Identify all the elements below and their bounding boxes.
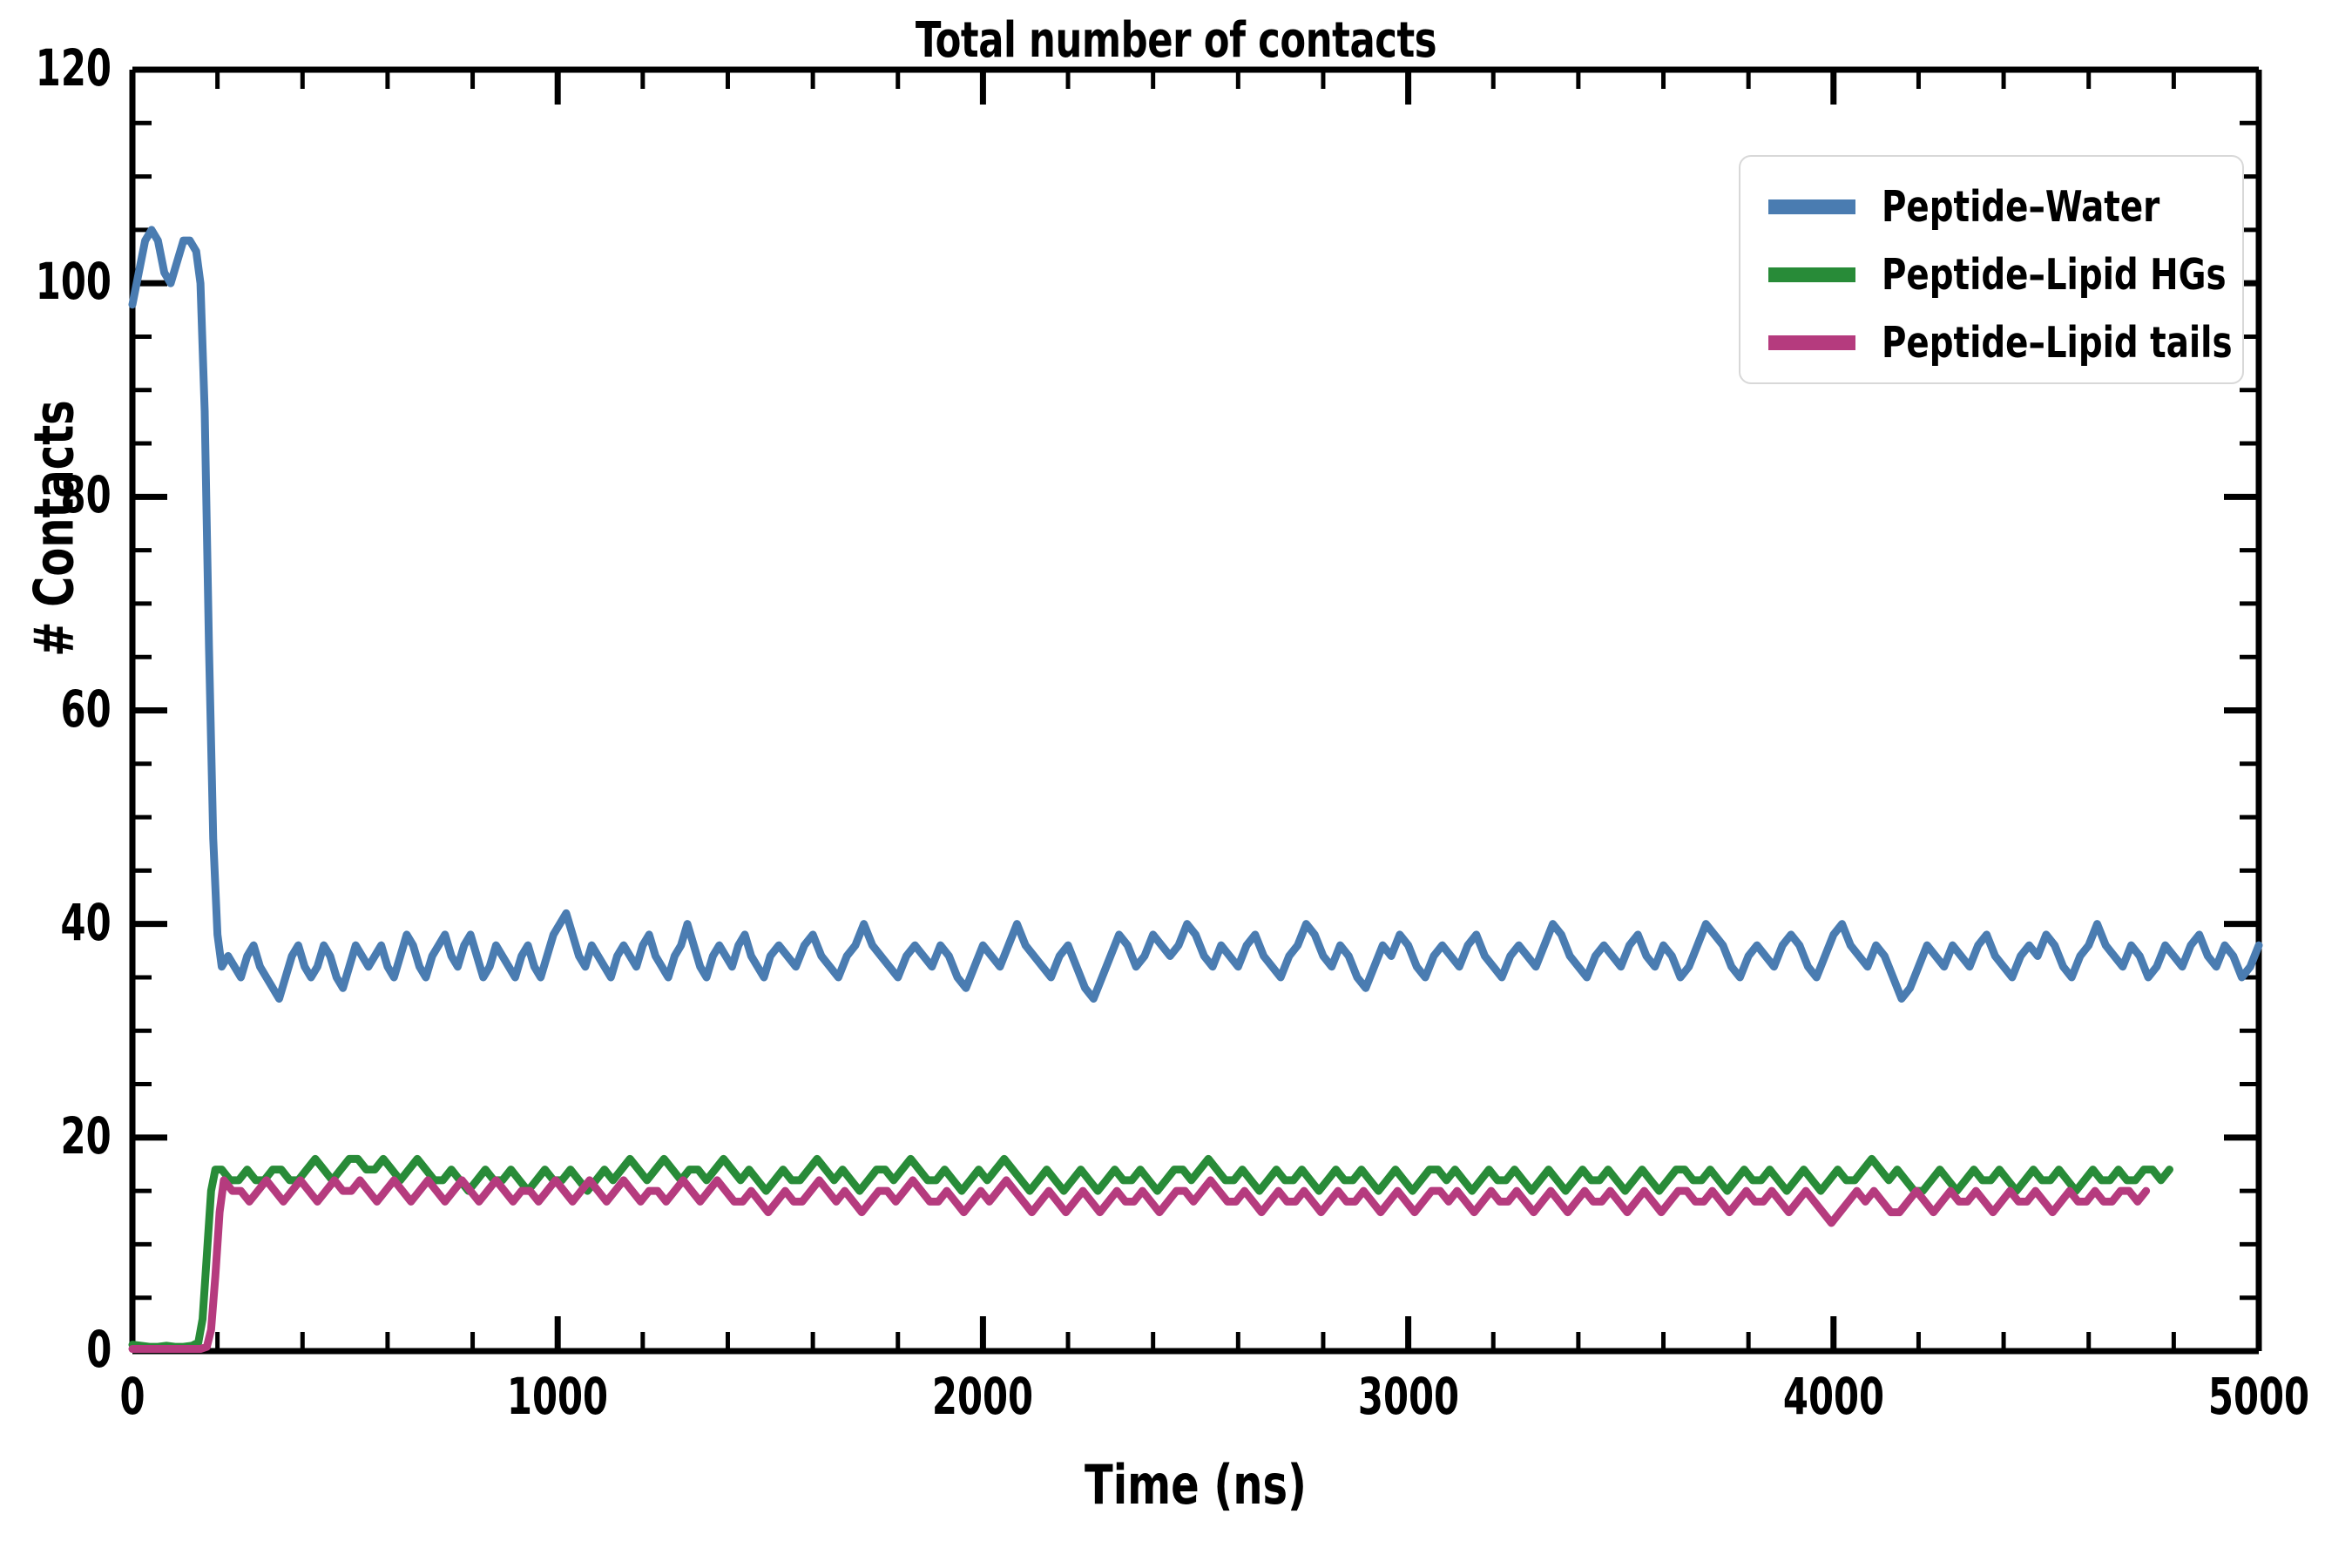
legend-item-label: Peptide–Lipid tails	[1882, 317, 2233, 368]
y-tick-label: 80	[60, 465, 112, 525]
y-tick-label: 40	[60, 892, 112, 952]
series-line-1	[128, 1154, 2173, 1351]
x-tick-label: 1000	[507, 1367, 609, 1426]
y-tick-label: 120	[35, 38, 112, 98]
y-tick-label: 100	[35, 252, 112, 312]
legend-color-swatch	[1768, 335, 1855, 350]
page-title: Total number of contacts	[915, 12, 1437, 69]
x-tick-label: 2000	[932, 1367, 1034, 1426]
y-tick-label: 20	[60, 1105, 112, 1166]
y-tick-label: 0	[85, 1320, 112, 1379]
x-tick-label: 5000	[2207, 1367, 2310, 1426]
x-tick-label: 4000	[1782, 1367, 1884, 1426]
legend-color-swatch	[1768, 199, 1855, 214]
legend-item[interactable]: Peptide–Lipid HGs	[1740, 246, 2242, 303]
series-line-0	[128, 226, 2263, 1003]
x-tick-label: 3000	[1357, 1367, 1459, 1426]
series-line-2	[128, 1176, 2151, 1354]
legend-item-label: Peptide–Lipid HGs	[1882, 249, 2227, 300]
legend-color-swatch	[1768, 267, 1855, 282]
legend-item[interactable]: Peptide–Lipid tails	[1740, 314, 2242, 371]
y-tick-label: 60	[60, 679, 112, 739]
legend: Peptide–Water Peptide–Lipid HGs Peptide–Li…	[1739, 155, 2244, 384]
legend-item[interactable]: Peptide–Water	[1740, 178, 2242, 235]
x-tick-label: 0	[119, 1367, 145, 1426]
legend-item-label: Peptide–Water	[1882, 181, 2160, 232]
x-axis-title: Time (ns)	[1085, 1453, 1307, 1517]
